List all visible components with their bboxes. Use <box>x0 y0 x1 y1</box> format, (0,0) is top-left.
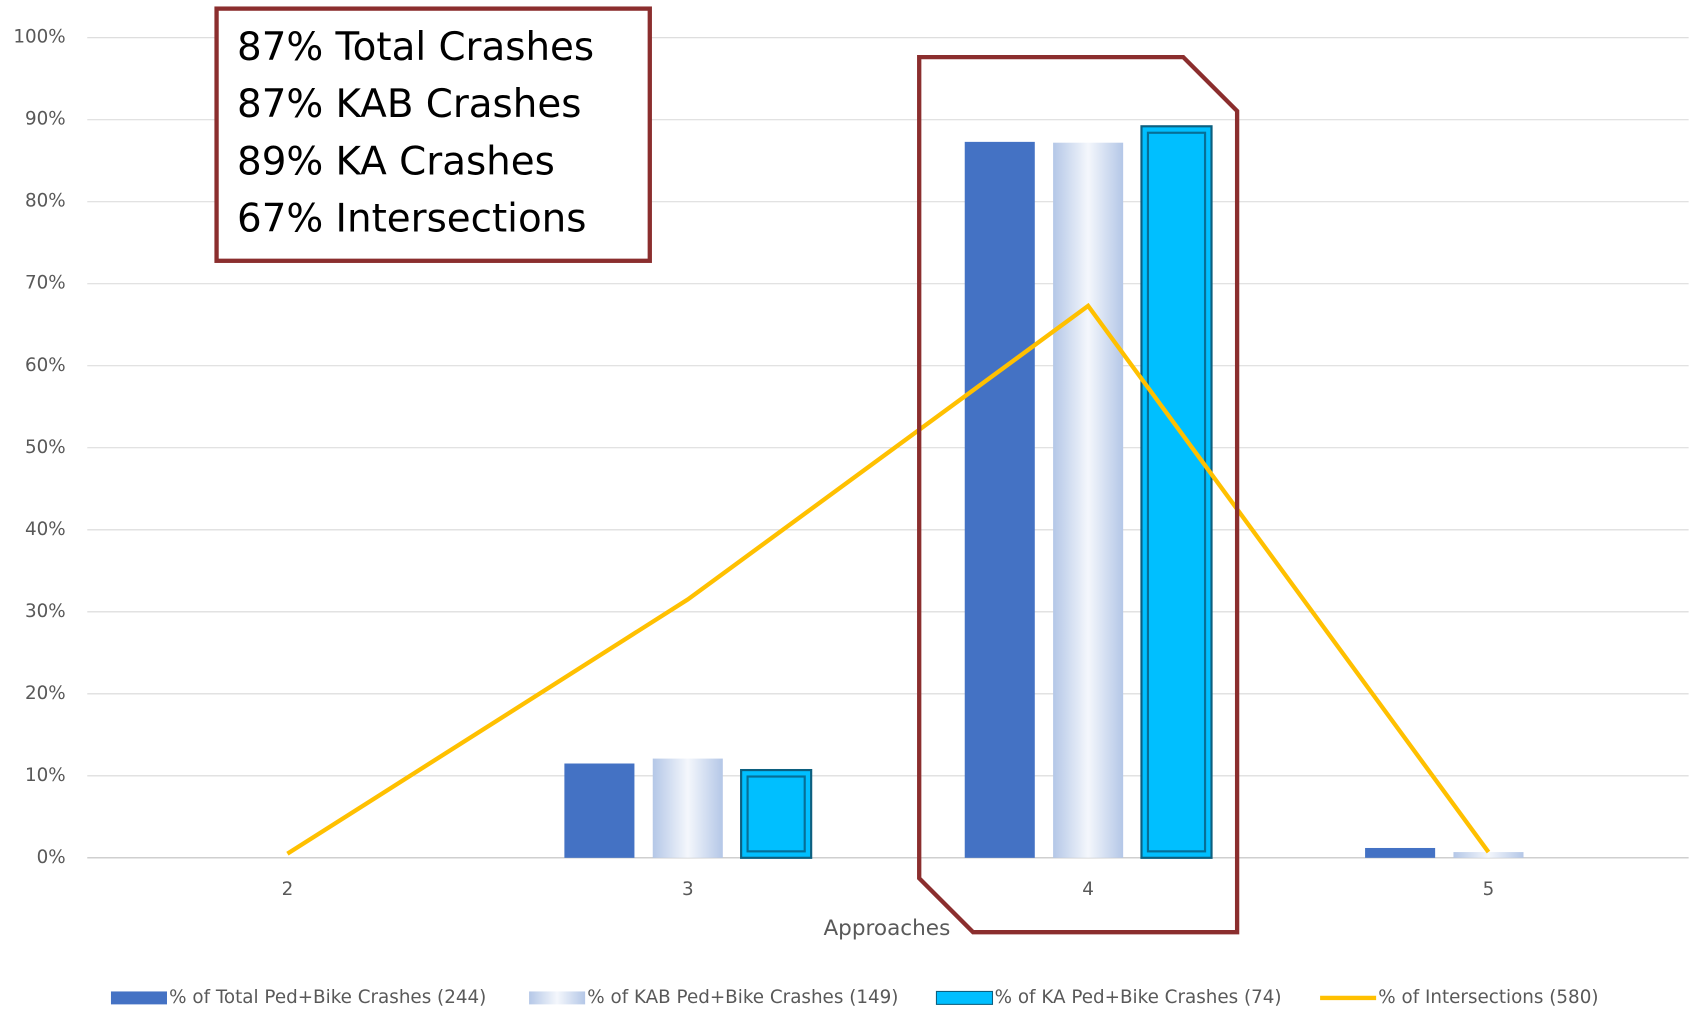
legend-label: % of Total Ped+Bike Crashes (244) <box>169 987 486 1008</box>
bar-bevel <box>746 775 806 853</box>
y-tick-label: 20% <box>25 683 66 704</box>
bar <box>964 141 1035 858</box>
legend-label: % of Intersections (580) <box>1378 987 1598 1008</box>
bar <box>1140 125 1213 859</box>
y-tick-label: 30% <box>25 601 66 622</box>
highlight-outline <box>917 54 1240 935</box>
y-tick-label: 100% <box>13 27 65 48</box>
y-tick-label: 60% <box>25 355 66 376</box>
x-axis-title: Approaches <box>823 916 950 941</box>
line <box>286 302 1491 856</box>
bar <box>1365 847 1436 858</box>
annotation-line: 67% Intersections <box>237 196 586 241</box>
y-tick-label: 90% <box>25 109 66 130</box>
annotation-box <box>214 6 652 263</box>
bar <box>564 763 635 858</box>
legend-label: % of KA Ped+Bike Crashes (74) <box>995 987 1282 1008</box>
bar <box>740 768 813 859</box>
bar <box>1453 852 1524 858</box>
legend-swatch <box>529 991 586 1005</box>
y-tick-label: 10% <box>25 765 66 786</box>
x-tick-label: 4 <box>1082 879 1094 900</box>
x-tick-label: 5 <box>1483 879 1495 900</box>
annotation-line: 87% Total Crashes <box>237 25 594 70</box>
y-tick-label: 40% <box>25 519 66 540</box>
bar <box>1053 142 1124 858</box>
bar <box>652 758 723 858</box>
annotation-line: 89% KA Crashes <box>237 139 555 184</box>
annotation-line: 87% KAB Crashes <box>237 82 581 127</box>
x-tick-label: 3 <box>682 879 694 900</box>
x-tick-label: 2 <box>282 879 294 900</box>
legend-swatch <box>110 991 167 1005</box>
y-tick-label: 70% <box>25 273 66 294</box>
bar-bevel <box>1146 131 1207 853</box>
y-tick-label: 50% <box>25 437 66 458</box>
legend-swatch <box>935 990 994 1005</box>
y-tick-label: 0% <box>37 847 66 868</box>
y-tick-label: 80% <box>25 191 66 212</box>
legend-label: % of KAB Ped+Bike Crashes (149) <box>587 987 898 1008</box>
